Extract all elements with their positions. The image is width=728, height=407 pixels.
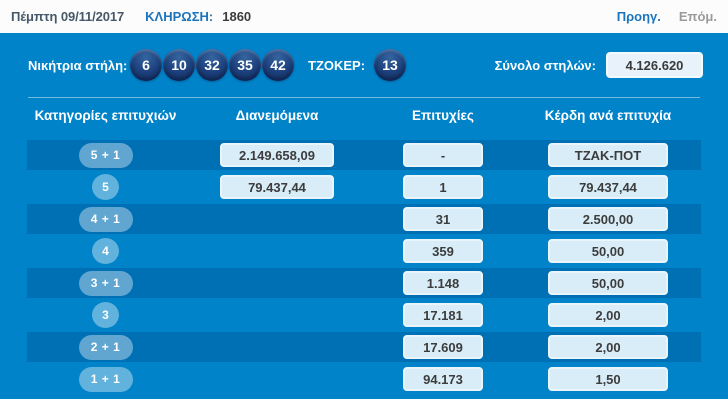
category-pill: 3 + 1 [78,270,133,296]
prize-value: 2.500,00 [548,207,668,231]
next-draw-link[interactable]: Επόμ. [678,9,717,24]
table-row: 3 + 1 1.148 50,00 [0,267,728,299]
category-pill: 5 + 1 [78,142,133,168]
category-pill: 5 [92,174,119,200]
total-columns-group: Σύνολο στηλών: 4.126.620 [495,52,703,78]
results-header: Κατηγορίες επιτυχιών Διανεμόμενα Επιτυχί… [0,102,728,128]
lottery-ball: 32 [196,49,228,81]
prize-value: 79.437,44 [548,175,668,199]
category-pill: 2 + 1 [78,334,133,360]
prize-value: 2,00 [548,303,668,327]
lottery-ball: 35 [229,49,261,81]
table-row: 5 79.437,44 1 79.437,44 [0,171,728,203]
winners-value: 31 [403,207,483,231]
header-distributed: Διανεμόμενα [235,107,319,123]
lottery-ball: 6 [130,49,162,81]
winners-value: 1.148 [403,271,483,295]
prize-value: ΤΖΑΚ-ΠΟΤ [548,143,668,167]
prize-value: 2,00 [548,335,668,359]
winners-value: 1 [403,175,483,199]
winners-value: 17.609 [403,335,483,359]
lottery-ball: 42 [262,49,294,81]
draw-navigation: Προηγ. Επόμ. [617,9,717,24]
prize-value: 1,50 [548,367,668,391]
header-categories: Κατηγορίες επιτυχιών [34,107,177,123]
previous-draw-link[interactable]: Προηγ. [616,9,661,24]
winners-value: - [403,143,483,167]
distributed-value: 79.437,44 [220,175,334,199]
tzoker-ball: 13 [374,49,407,81]
category-pill: 1 + 1 [78,366,133,392]
total-columns-value: 4.126.620 [606,52,703,78]
total-columns-label: Σύνολο στηλών: [494,57,596,73]
winners-value: 94.173 [403,367,483,391]
winners-value: 17.181 [403,303,483,327]
lottery-ball: 10 [163,49,195,81]
draw-date: Πέμπτη 09/11/2017 [11,9,125,24]
tzoker-label: ΤΖΟΚΕΡ: [308,57,366,73]
category-pill: 3 [92,302,119,328]
table-row: 3 17.181 2,00 [0,299,728,331]
draw-number: 1860 [222,9,252,24]
results-rows: 5 + 1 2.149.658,09 - ΤΖΑΚ-ΠΟΤ 5 79.437,44 1 79.… [0,139,728,395]
results-panel: Νικήτρια στήλη: 6 10 32 35 42 ΤΖΟΚΕΡ: 13 Σύν… [0,33,728,399]
separator-line [28,97,700,98]
distributed-value: 2.149.658,09 [220,143,334,167]
table-row: 4 359 50,00 [0,235,728,267]
prize-value: 50,00 [548,271,668,295]
winning-column-label: Νικήτρια στήλη: [28,57,128,73]
winning-numbers-row: Νικήτρια στήλη: 6 10 32 35 42 ΤΖΟΚΕΡ: 13 Σύν… [28,33,703,82]
top-bar: Πέμπτη 09/11/2017 ΚΛΗΡΩΣΗ: 1860 Προηγ. Ε… [0,0,728,33]
draw-label: ΚΛΗΡΩΣΗ: [145,9,214,24]
table-row: 1 + 1 94.173 1,50 [0,363,728,395]
winners-value: 359 [403,239,483,263]
category-pill: 4 + 1 [78,206,133,232]
header-winners: Επιτυχίες [412,107,474,123]
table-row: 4 + 1 31 2.500,00 [0,203,728,235]
prize-value: 50,00 [548,239,668,263]
header-prize: Κέρδη ανά επιτυχία [544,107,672,123]
winning-numbers: 6 10 32 35 42 [130,49,295,81]
category-pill: 4 [92,238,119,264]
table-row: 2 + 1 17.609 2,00 [0,331,728,363]
table-row: 5 + 1 2.149.658,09 - ΤΖΑΚ-ΠΟΤ [0,139,728,171]
